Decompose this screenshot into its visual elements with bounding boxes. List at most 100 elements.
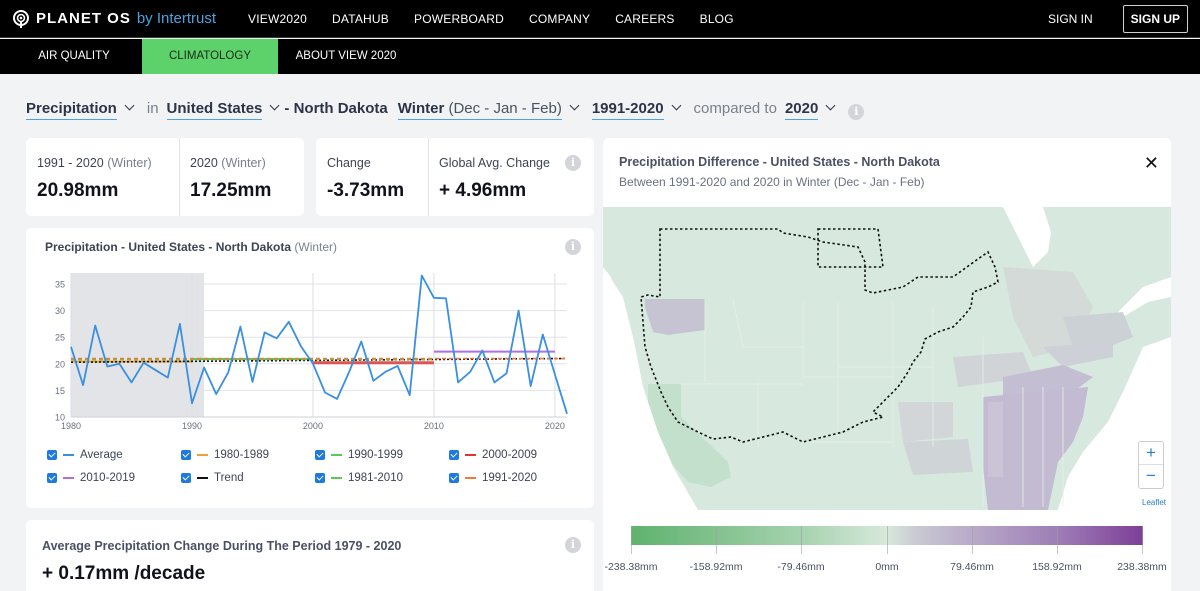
checkbox-checked-icon xyxy=(315,473,325,483)
svg-text:1980: 1980 xyxy=(61,421,81,431)
svg-text:2020: 2020 xyxy=(545,421,565,431)
scale-label: 158.92mm xyxy=(1032,561,1082,573)
change-stat: Change -3.73mm xyxy=(316,138,428,216)
global-change-stat: Global Avg. Change + 4.96mm xyxy=(428,138,594,216)
country-select-value: United States xyxy=(166,100,263,117)
season-select[interactable]: Winter (Dec - Jan - Feb) xyxy=(397,100,562,120)
tab-air-quality[interactable]: AIR QUALITY xyxy=(38,50,110,62)
scale-tick xyxy=(972,526,973,554)
tab-about-view-2020[interactable]: ABOUT VIEW 2020 xyxy=(295,50,397,62)
close-icon[interactable]: ✕ xyxy=(1143,153,1159,173)
svg-text:1990: 1990 xyxy=(182,421,202,431)
planet-os-logo[interactable]: PLANET OS by Intertrust xyxy=(12,9,217,28)
choropleth-map[interactable] xyxy=(603,207,1171,510)
stat-divider xyxy=(179,138,180,216)
sign-up-button[interactable]: SIGN UP xyxy=(1122,4,1188,33)
year-value: 17.25mm xyxy=(190,180,272,201)
variable-select-value: Precipitation xyxy=(26,100,117,117)
checkbox-checked-icon xyxy=(181,473,191,483)
nav-datahub[interactable]: DATAHUB xyxy=(332,11,389,26)
season-chevron-down-icon[interactable] xyxy=(564,100,580,117)
map-zoom-control: + − xyxy=(1138,441,1164,489)
svg-text:25: 25 xyxy=(55,333,65,343)
legend-trend[interactable]: Trend xyxy=(181,472,315,484)
trend-value: + 0.17mm /decade xyxy=(42,563,206,584)
legend-average[interactable]: Average xyxy=(47,449,181,461)
zoom-in-button[interactable]: + xyxy=(1139,442,1163,465)
scale-label: -79.46mm xyxy=(777,561,825,573)
nav-blog[interactable]: BLOG xyxy=(699,11,734,26)
nav-careers[interactable]: CAREERS xyxy=(615,11,675,26)
season-months: (Dec - Jan - Feb) xyxy=(448,100,562,117)
checkbox-checked-icon xyxy=(449,450,459,460)
svg-text:30: 30 xyxy=(55,306,65,316)
baseline-stat: 1991 - 2020 (Winter) 20.98mm xyxy=(26,138,179,216)
nav-powerboard[interactable]: POWERBOARD xyxy=(413,11,504,26)
us-precipitation-map xyxy=(603,207,1171,510)
scale-tick xyxy=(1057,526,1058,554)
brand-by: by Intertrust xyxy=(136,10,217,27)
checkbox-checked-icon xyxy=(449,473,459,483)
legend-1990-1999[interactable]: 1990-1999 xyxy=(315,449,449,461)
checkbox-checked-icon xyxy=(47,450,57,460)
precipitation-chart-card: Precipitation - United States - North Da… xyxy=(26,228,594,508)
top-nav: PLANET OS by Intertrust VIEW2020 DATAHUB… xyxy=(0,0,1200,38)
chart-legend-row-2: 2010-2019 Trend 1981-2010 1991-2020 xyxy=(47,472,583,484)
legend-1981-2010[interactable]: 1981-2010 xyxy=(315,472,449,484)
map-title: Precipitation Difference - United States… xyxy=(619,155,940,169)
svg-text:35: 35 xyxy=(55,280,65,290)
filter-bar: Precipitation in United States - North D… xyxy=(26,100,865,120)
legend-2000-2009[interactable]: 2000-2009 xyxy=(449,449,583,461)
zoom-out-button[interactable]: − xyxy=(1146,466,1156,485)
scale-label: -158.92mm xyxy=(689,561,743,573)
trend-info-icon[interactable]: i xyxy=(565,537,581,553)
period-select-value: 1991-2020 xyxy=(591,100,664,117)
compare-year-select[interactable]: 2020 xyxy=(784,100,819,120)
legend-1980-1989[interactable]: 1980-1989 xyxy=(181,449,315,461)
region-label: - North Dakota xyxy=(284,100,388,117)
scale-tick xyxy=(631,526,632,554)
compared-to-label: compared to xyxy=(693,100,777,117)
period-select[interactable]: 1991-2020 xyxy=(591,100,664,120)
auth-links: SIGN IN SIGN UP xyxy=(1047,4,1188,33)
checkbox-checked-icon xyxy=(181,450,191,460)
year-label: 2020 (Winter) xyxy=(190,156,266,170)
compare-year-value: 2020 xyxy=(784,100,819,117)
legend-2010-2019[interactable]: 2010-2019 xyxy=(47,472,181,484)
baseline-value: 20.98mm xyxy=(37,180,119,201)
scale-label: -238.38mm xyxy=(604,561,658,573)
change-stats-card: Change -3.73mm Global Avg. Change + 4.96… xyxy=(316,138,594,216)
planet-os-logo-icon xyxy=(13,9,29,28)
nav-company[interactable]: COMPANY xyxy=(529,11,591,26)
map-card: Precipitation Difference - United States… xyxy=(603,138,1171,591)
compare-year-chevron-down-icon[interactable] xyxy=(820,100,836,117)
checkbox-checked-icon xyxy=(47,473,57,483)
main-nav: VIEW2020 DATAHUB POWERBOARD COMPANY CARE… xyxy=(248,12,759,26)
legend-1991-2020[interactable]: 1991-2020 xyxy=(449,472,583,484)
chart-info-icon[interactable]: i xyxy=(565,239,581,255)
scale-label: 0mm xyxy=(875,561,899,573)
precipitation-line-chart: 10 15 20 25 30 35 1980 1990 2000 2010 2020 xyxy=(55,273,568,431)
checkbox-checked-icon xyxy=(315,450,325,460)
country-select[interactable]: United States xyxy=(166,100,263,120)
variable-chevron-down-icon[interactable] xyxy=(119,100,135,117)
sub-nav: AIR QUALITY CLIMATOLOGY ABOUT VIEW 2020 xyxy=(0,39,1200,74)
scale-tick xyxy=(887,526,888,554)
period-chevron-down-icon[interactable] xyxy=(666,100,681,117)
chart-legend-row-1: Average 1980-1989 1990-1999 2000-2009 xyxy=(47,449,583,461)
sign-in-link[interactable]: SIGN IN xyxy=(1047,11,1093,26)
baseline-stats-card: 1991 - 2020 (Winter) 20.98mm 2020 (Winte… xyxy=(26,138,304,216)
brand-name: PLANET OS xyxy=(36,10,131,27)
variable-select[interactable]: Precipitation xyxy=(26,100,117,120)
country-chevron-down-icon[interactable] xyxy=(264,100,280,117)
year-stat: 2020 (Winter) 17.25mm xyxy=(179,138,304,216)
leaflet-attribution-link[interactable]: Leaflet xyxy=(1142,498,1167,507)
tab-climatology[interactable]: CLIMATOLOGY xyxy=(142,39,278,74)
trend-title: Average Precipitation Change During The … xyxy=(42,539,402,553)
filters-info-icon[interactable]: i xyxy=(848,104,865,120)
svg-text:2000: 2000 xyxy=(303,421,323,431)
change-label: Change xyxy=(327,156,371,170)
svg-text:15: 15 xyxy=(55,386,65,396)
nav-view2020[interactable]: VIEW2020 xyxy=(248,11,308,26)
global-change-info-icon[interactable]: i xyxy=(565,155,581,171)
